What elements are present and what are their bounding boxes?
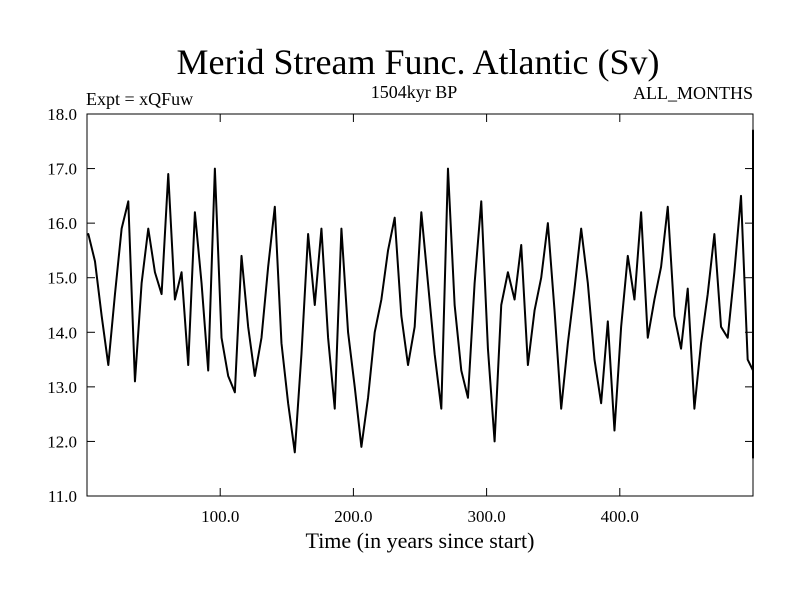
y-tick-label: 17.0	[47, 160, 77, 179]
y-axis: 11.0 12.0 13.0 14.0 15.0 16.0 17.0 18.0	[47, 105, 753, 506]
months-label: ALL_MONTHS	[633, 83, 753, 103]
y-tick-label: 18.0	[47, 105, 77, 124]
y-tick-label: 12.0	[47, 432, 77, 451]
series-line	[87, 129, 754, 459]
y-tick-label: 11.0	[48, 487, 77, 506]
x-tick-label: 200.0	[334, 507, 372, 526]
experiment-label: Expt = xQFuw	[86, 89, 193, 109]
y-tick-label: 16.0	[47, 214, 77, 233]
y-tick-label: 14.0	[47, 323, 77, 342]
x-axis: 100.0 200.0 300.0 400.0	[201, 114, 639, 526]
chart-title: Merid Stream Func. Atlantic (Sv)	[177, 42, 660, 82]
y-tick-label: 15.0	[47, 269, 77, 288]
x-tick-label: 300.0	[467, 507, 505, 526]
x-tick-label: 400.0	[601, 507, 639, 526]
y-tick-label: 13.0	[47, 378, 77, 397]
x-tick-label: 100.0	[201, 507, 239, 526]
x-axis-label: Time (in years since start)	[306, 528, 535, 553]
period-label: 1504kyr BP	[371, 82, 458, 102]
